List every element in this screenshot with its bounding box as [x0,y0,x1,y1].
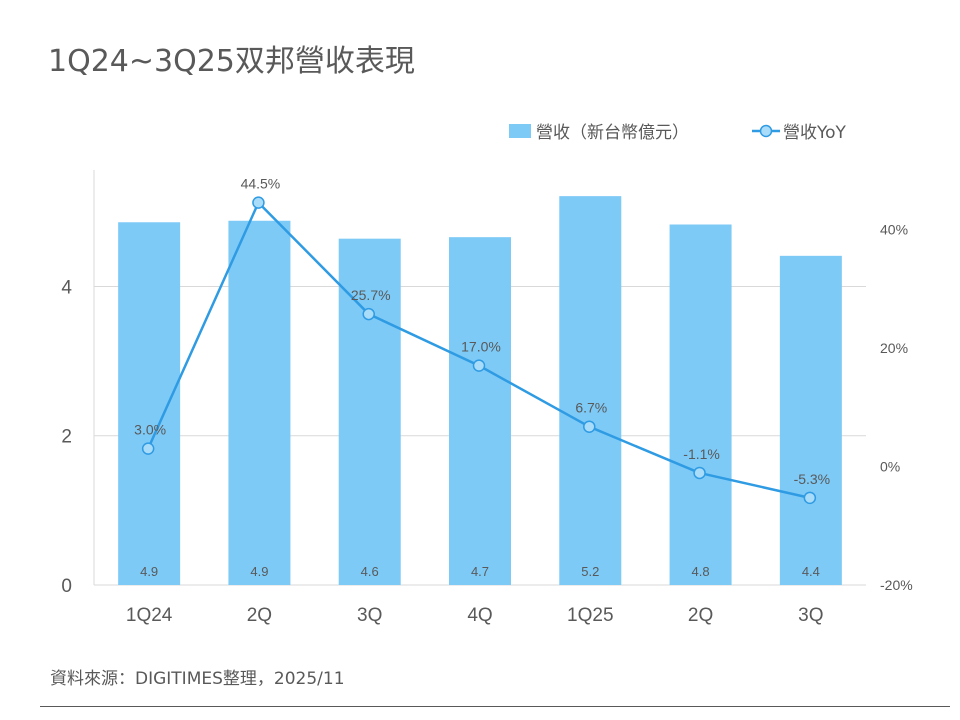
bar [228,220,291,585]
yoy-data-label: -5.3% [794,471,831,487]
legend-swatch-revenue [509,124,531,138]
bar [338,238,401,585]
category-label: 1Q24 [126,605,173,626]
yoy-point [803,491,817,505]
category-label: 3Q [357,605,382,626]
category-label: 2Q [688,605,713,626]
line-data-labels: 3.0% 44.5% 25.7% 17.0% 6.7% -1.1% -5.3% [134,176,830,487]
yoy-point [362,307,375,321]
line-series [141,196,817,505]
category-label: 2Q [247,605,272,626]
bar-data-label: 4.8 [692,564,710,579]
legend-marker-yoy [759,124,773,138]
bar-data-label: 4.7 [471,564,489,579]
bar-data-label: 4.9 [140,564,158,579]
legend-label-yoy: 營收YoY [783,123,847,143]
right-tick-label: 20% [880,340,908,356]
yoy-data-label: 25.7% [351,287,391,303]
category-label: 4Q [467,605,492,626]
left-tick-label: 0 [61,576,72,597]
yoy-data-label: 3.0% [134,422,166,438]
bar-data-label: 4.9 [250,564,268,579]
right-tick-label: 40% [880,221,908,237]
yoy-point [693,466,706,480]
yoy-data-label: 17.0% [461,339,501,355]
bar [118,222,181,585]
yoy-point [252,196,265,209]
category-label: 3Q [798,605,823,626]
yoy-point [583,420,596,433]
source-note: 資料來源：DIGITIMES整理，2025/11 [50,669,345,689]
legend-label-revenue: 營收（新台幣億元） [536,123,689,143]
yoy-point [141,442,155,455]
chart-canvas: 4.9 4.9 4.6 4.7 5.2 4.8 4.4 3.0% 44.5% 25.7% 17.0… [61,123,913,626]
bar-data-labels: 4.9 4.9 4.6 4.7 5.2 4.8 4.4 [140,564,820,579]
bar-data-label: 5.2 [581,564,599,579]
bar-data-label: 4.4 [802,564,820,579]
right-axis-ticks: -20% 0% 20% 40% [880,221,913,593]
bar-series [118,196,842,586]
footer-divider [40,706,950,707]
category-label: 1Q25 [567,605,613,626]
left-tick-label: 4 [61,277,72,298]
yoy-point [472,359,486,372]
bar [559,196,622,586]
left-tick-label: 2 [61,427,72,448]
yoy-data-label: -1.1% [683,446,720,462]
legend: 營收（新台幣億元） 營收YoY [509,123,847,143]
bar [449,237,511,585]
bar-data-label: 4.6 [361,564,379,579]
yoy-data-label: 44.5% [241,176,281,192]
chart-title: 1Q24~3Q25双邦營收表現 [48,44,415,79]
yoy-data-label: 6.7% [575,400,607,416]
left-axis-ticks: 0 2 4 [61,277,72,597]
bar [779,255,842,585]
right-tick-label: 0% [880,458,900,474]
right-tick-label: -20% [880,577,913,593]
bar [669,224,732,585]
category-axis-labels: 1Q24 2Q 3Q 4Q 1Q25 2Q 3Q [126,605,824,626]
